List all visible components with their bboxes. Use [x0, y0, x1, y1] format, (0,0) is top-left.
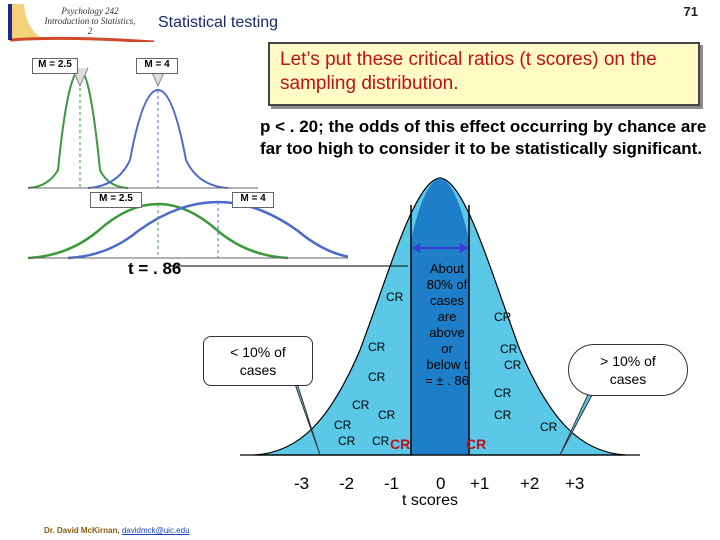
right-tail-box: > 10% of cases	[568, 344, 688, 396]
top-mean-label-2: M = 4	[136, 58, 178, 74]
slide-title: Statistical testing	[158, 14, 279, 31]
cr-label: CR	[372, 434, 390, 448]
axis-tick: -2	[339, 474, 355, 493]
cr-label: CR	[334, 418, 352, 432]
left-tail-line2: cases	[239, 362, 277, 378]
t-value-label: t = . 86	[128, 259, 182, 278]
author-footer: Dr. David McKirnan, davidmck@uic.edu	[44, 526, 190, 535]
center-line: = ± . 86	[425, 373, 469, 388]
left-tail-line1: < 10% of	[230, 344, 286, 360]
center-line: cases	[430, 293, 464, 308]
header-logo	[6, 2, 156, 44]
mid-mean-label-1: M = 2.5	[90, 192, 142, 208]
top-mean-label-1: M = 2.5	[32, 58, 78, 74]
callout-text: Let’s put these critical ratios (t score…	[280, 49, 657, 94]
center-line: below t	[426, 357, 468, 372]
mid-mean-label-2: M = 4	[232, 192, 274, 208]
cr-label: CR	[500, 342, 518, 356]
center-line: or	[441, 341, 453, 356]
cr-label: CR	[386, 290, 404, 304]
significance-note: p < . 20; the odds of this effect occurr…	[260, 117, 707, 158]
cr-bold-label: CR	[390, 436, 411, 452]
center-line: above	[429, 325, 465, 340]
center-line: 80% of	[426, 277, 468, 292]
cr-label: CR	[368, 370, 386, 384]
axis-title: t scores	[402, 492, 459, 509]
axis-tick: +1	[470, 474, 490, 493]
author-email-link[interactable]: davidmck@uic.edu	[121, 526, 190, 535]
center-line: About	[430, 261, 464, 276]
cr-label: CR	[352, 398, 370, 412]
cr-label: CR	[338, 434, 356, 448]
cr-label: CR	[494, 408, 512, 422]
course-name: Psychology 242 Introduction to Statistic…	[44, 6, 136, 36]
callout-box: Let’s put these critical ratios (t score…	[268, 42, 700, 106]
logo-swoosh-icon	[8, 4, 155, 44]
cr-label: CR	[504, 358, 522, 372]
axis-tick: +2	[520, 474, 540, 493]
axis-tick: -3	[294, 474, 310, 493]
axis-tick: 0	[436, 474, 446, 493]
axis-tick: -1	[384, 474, 400, 493]
left-tail-box: < 10% of cases	[203, 336, 313, 386]
cr-label: CR	[540, 420, 558, 434]
small-distributions-mid	[28, 200, 348, 260]
cr-label: CR	[378, 408, 396, 422]
center-line: are	[437, 309, 457, 324]
cr-label: CR	[494, 310, 512, 324]
slide-number: 71	[683, 4, 698, 19]
author-name: Dr. David McKirnan,	[44, 526, 120, 535]
axis-tick: +3	[565, 474, 585, 493]
cr-bold-label: CR	[466, 436, 487, 452]
right-tail-line1: > 10% of	[600, 353, 656, 369]
cr-label: CR	[368, 340, 386, 354]
center-description: About 80% of cases are above or below t …	[413, 261, 481, 389]
cr-label: CR	[494, 386, 512, 400]
right-tail-line2: cases	[609, 371, 647, 387]
